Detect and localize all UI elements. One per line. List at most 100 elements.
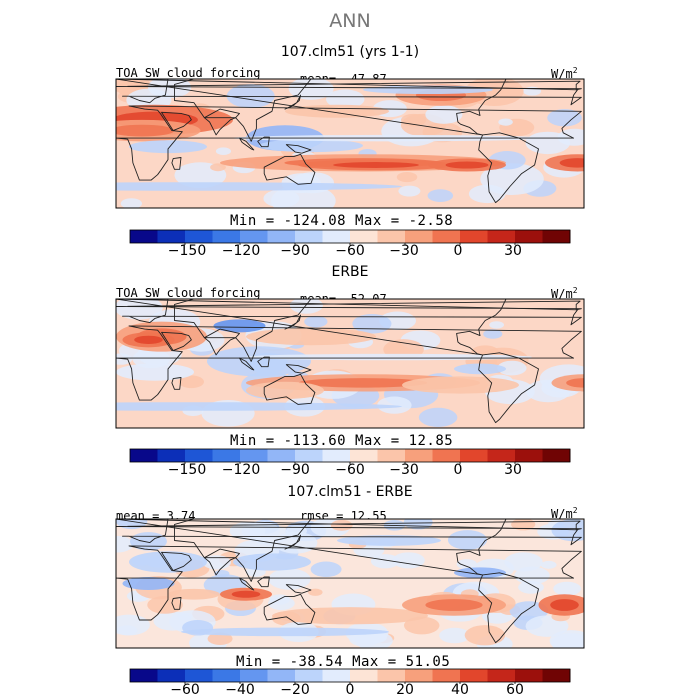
panel-2-tick-label: 30 bbox=[504, 462, 522, 478]
panel-1-field-patch bbox=[263, 189, 300, 208]
panel-2-field-patch bbox=[289, 299, 323, 314]
panel-3-field-patch bbox=[540, 560, 557, 569]
panel-3-tick-label: −40 bbox=[225, 682, 255, 698]
panel-1-tick-label: −120 bbox=[221, 243, 261, 259]
panel-2-field-feature bbox=[454, 363, 506, 375]
panel-1-colorbar bbox=[129, 229, 571, 245]
panel-2-field-feature bbox=[207, 346, 311, 377]
panel-3-field-feature bbox=[122, 577, 175, 590]
panel-1-coastline-namerica bbox=[116, 79, 507, 136]
panel-2-units-exp: 2 bbox=[572, 286, 578, 295]
panel-1-title: 107.clm51 (yrs 1-1) bbox=[280, 44, 420, 60]
panel-3-coastline-newguinea bbox=[285, 584, 312, 594]
panel-1-tick-label: −30 bbox=[389, 243, 419, 259]
panel-3-field-patch bbox=[392, 552, 425, 569]
panel-1-field-patch bbox=[468, 184, 506, 204]
panel-1-coastline-india bbox=[203, 108, 240, 136]
panel-2-frame bbox=[115, 298, 585, 429]
panel-1-field-patch bbox=[398, 185, 421, 197]
panel-2-field-patch bbox=[178, 375, 204, 389]
panel-3-units: W/m2 bbox=[551, 506, 578, 521]
panel-1-tick-label: −90 bbox=[280, 243, 310, 259]
panel-1-coastline-japan bbox=[284, 94, 302, 110]
panel-1-colorbar-swatch bbox=[515, 230, 543, 243]
panel-3-title: 107.clm51 - ERBE bbox=[287, 484, 413, 500]
panel-1-field-patch bbox=[525, 131, 571, 155]
panel-3-field-patch bbox=[464, 625, 506, 646]
panel-3-tick-label: 0 bbox=[345, 682, 355, 698]
panel-2-colorbar-swatch bbox=[542, 449, 571, 462]
panel-3-field-patch bbox=[229, 521, 266, 540]
panel-3-colorbar-swatch bbox=[212, 669, 241, 682]
panel-1-coastline-sumatra bbox=[239, 137, 255, 151]
panel-3-colorbar-swatch bbox=[130, 669, 158, 682]
panel-3-colorbar-swatch bbox=[157, 669, 186, 682]
panel-3-colorbar-swatch bbox=[267, 669, 296, 682]
panel-2-field-core bbox=[298, 378, 428, 388]
panel-2-field-patch bbox=[418, 407, 458, 428]
panel-3-field-patch bbox=[364, 631, 387, 644]
panel-1-units-exp: 2 bbox=[572, 66, 578, 75]
panel-2-field-feature bbox=[246, 353, 532, 361]
panel-1-frame bbox=[115, 78, 585, 209]
panel-3-coastline-japan bbox=[284, 534, 302, 550]
panel-3-colorbar-swatch bbox=[185, 669, 213, 682]
panel-3-field-feature bbox=[181, 627, 389, 637]
panel-2-colorbar-swatch bbox=[130, 449, 158, 462]
panel-3-map bbox=[115, 518, 585, 649]
panel-3-colorbar-swatch bbox=[405, 669, 433, 682]
panel-1-tick-label: 0 bbox=[453, 243, 463, 259]
panel-1-colorbar-swatch bbox=[542, 230, 571, 243]
panel-3-field-patch bbox=[447, 530, 488, 550]
panel-1-coastline-newguinea bbox=[285, 144, 312, 154]
panel-3-colorbar-swatch bbox=[350, 669, 378, 682]
season-title: ANN bbox=[329, 10, 371, 32]
panel-1-field-core bbox=[116, 124, 175, 137]
panel-2-colorbar-swatch bbox=[212, 449, 241, 462]
panel-1-colorbar-swatch bbox=[350, 230, 378, 243]
panel-1-coastline-madagascar bbox=[171, 157, 182, 170]
panel-3-field-patch bbox=[456, 559, 477, 570]
panel-1-field-feature bbox=[259, 139, 363, 153]
panel-3-colorbar-swatch bbox=[240, 669, 268, 682]
panel-2-colorbar-swatch bbox=[350, 449, 378, 462]
panel-1-colorbar-swatch bbox=[295, 230, 323, 243]
panel-2-coastline-australia bbox=[263, 373, 316, 405]
panel-3-coastline-india bbox=[203, 548, 240, 576]
panel-3-field-feature bbox=[454, 567, 506, 579]
panel-1-field-feature bbox=[129, 140, 207, 154]
panel-2-coastline-sumatra bbox=[239, 357, 255, 371]
panel-2-tick-label: −60 bbox=[335, 462, 365, 478]
panel-3-tick-label: −20 bbox=[280, 682, 310, 698]
panel-2-coastline-madagascar bbox=[171, 377, 182, 390]
panel-3-coastline-samerica bbox=[478, 572, 539, 644]
panel-3-field-patch bbox=[518, 580, 544, 594]
panel-1-colorbar-swatch bbox=[240, 230, 268, 243]
panel-1-colorbar-swatch bbox=[322, 230, 351, 243]
panel-3-field-patch bbox=[207, 632, 233, 645]
panel-3-field-feature bbox=[272, 607, 428, 625]
panel-2-coastline-namerica bbox=[116, 299, 507, 356]
panel-2-colorbar-swatch bbox=[460, 449, 488, 462]
panel-1-minmax: Min = -124.08 Max = -2.58 bbox=[230, 213, 454, 229]
panel-2-field-feature bbox=[116, 402, 402, 411]
panel-2-coastline-asia bbox=[174, 299, 312, 362]
panel-3-coastline-arabia bbox=[161, 551, 192, 572]
panel-1-field-core bbox=[445, 161, 489, 169]
panel-3-coastline-sumatra bbox=[239, 577, 255, 591]
panel-3-colorbar-swatch bbox=[377, 669, 406, 682]
panel-3-field-patch bbox=[308, 588, 323, 596]
panel-1-field-patch bbox=[396, 171, 418, 183]
panel-2-field-patch bbox=[483, 329, 503, 339]
panel-2-colorbar-swatch bbox=[240, 449, 268, 462]
panel-1-field-patch bbox=[210, 163, 226, 172]
panel-3-field-patch bbox=[330, 519, 353, 531]
panel-2-coastline-japan bbox=[284, 314, 302, 330]
panel-2-title: ERBE bbox=[331, 264, 369, 280]
panel-3-tick-label: 40 bbox=[451, 682, 469, 698]
panel-1-colorbar-swatch bbox=[212, 230, 241, 243]
panel-2-coastline-arabia bbox=[161, 331, 192, 352]
panel-2-field-patch bbox=[497, 360, 527, 376]
panel-3-colorbar-swatch bbox=[487, 669, 516, 682]
panel-2-field-patch bbox=[304, 315, 328, 328]
